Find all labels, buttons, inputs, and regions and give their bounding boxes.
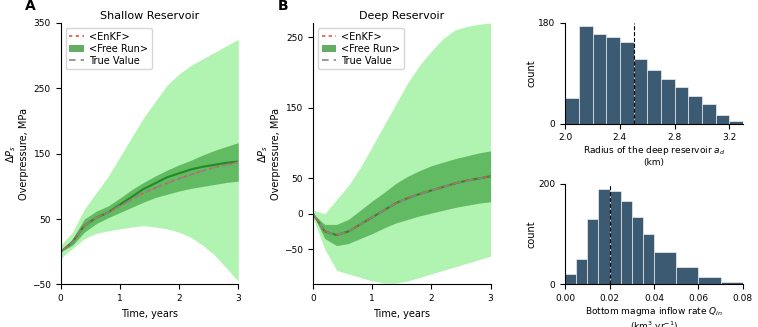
X-axis label: Time, years: Time, years <box>121 309 178 319</box>
Bar <box>698 277 721 284</box>
Bar <box>576 259 587 284</box>
Text: A: A <box>25 0 36 13</box>
Y-axis label: count: count <box>527 220 537 248</box>
Bar <box>675 87 688 124</box>
Bar <box>688 95 702 124</box>
Bar <box>565 274 576 284</box>
Bar <box>599 189 609 284</box>
Bar <box>661 79 675 124</box>
Bar <box>632 216 643 284</box>
Bar <box>716 115 729 124</box>
X-axis label: Time, years: Time, years <box>373 309 431 319</box>
Bar <box>654 252 676 284</box>
X-axis label: Bottom magma inflow rate $Q_{in}$
(km$^3$ yr$^{-1}$): Bottom magma inflow rate $Q_{in}$ (km$^3… <box>585 305 723 327</box>
Bar <box>565 98 579 124</box>
Legend: <EnKF>, <Free Run>, True Value: <EnKF>, <Free Run>, True Value <box>318 28 404 69</box>
Bar <box>609 191 621 284</box>
Y-axis label: $\Delta P_s$
Overpressure, MPa: $\Delta P_s$ Overpressure, MPa <box>4 108 29 200</box>
Y-axis label: $\Delta P_s$
Overpressure, MPa: $\Delta P_s$ Overpressure, MPa <box>256 108 281 200</box>
Bar <box>702 104 716 124</box>
Bar <box>676 267 698 284</box>
Bar <box>587 219 599 284</box>
Bar <box>579 26 593 124</box>
Bar <box>621 201 632 284</box>
Bar <box>620 43 634 124</box>
Bar <box>647 70 661 124</box>
Bar <box>729 121 743 124</box>
Bar <box>643 234 654 284</box>
Y-axis label: count: count <box>527 60 537 87</box>
Text: B: B <box>277 0 288 13</box>
Title: Deep Reservoir: Deep Reservoir <box>359 11 444 21</box>
X-axis label: Radius of the deep reservoir $a_d$
(km): Radius of the deep reservoir $a_d$ (km) <box>583 144 725 167</box>
Legend: <EnKF>, <Free Run>, True Value: <EnKF>, <Free Run>, True Value <box>65 28 152 69</box>
Bar <box>593 34 606 124</box>
Bar <box>606 37 620 124</box>
Bar <box>721 282 743 284</box>
Bar <box>634 59 647 124</box>
Title: Shallow Reservoir: Shallow Reservoir <box>100 11 199 21</box>
